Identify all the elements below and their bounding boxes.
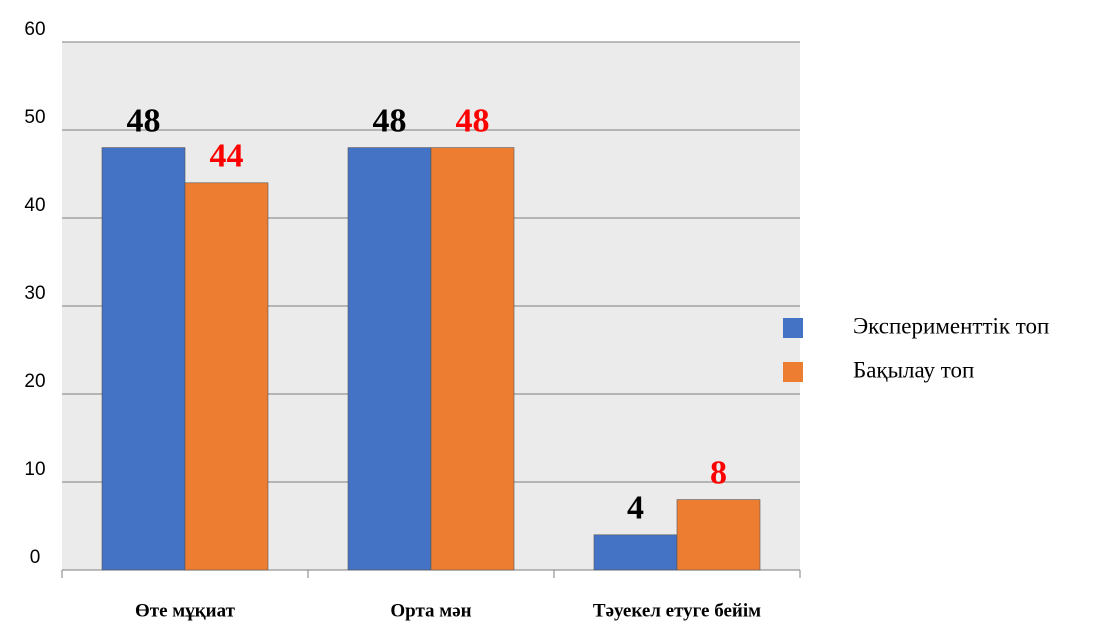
y-tick-label: 20 bbox=[24, 371, 45, 392]
bar bbox=[347, 147, 432, 571]
legend-label: Бақылау топ bbox=[853, 357, 974, 382]
data-label: 44 bbox=[210, 138, 244, 175]
y-tick-label: 30 bbox=[24, 283, 45, 304]
x-tick-label: Тәуекел етуге бейім bbox=[593, 600, 761, 621]
bar bbox=[676, 499, 761, 571]
legend-swatch bbox=[783, 362, 803, 382]
legend-label: Эксперименттік топ bbox=[853, 313, 1049, 338]
bar bbox=[593, 534, 678, 571]
y-tick-label: 50 bbox=[24, 107, 45, 128]
y-tick-label: 10 bbox=[24, 459, 45, 480]
y-tick-label: 60 bbox=[24, 19, 45, 40]
y-tick-label: 40 bbox=[24, 195, 45, 216]
data-label: 4 bbox=[627, 490, 644, 527]
data-label: 8 bbox=[710, 454, 727, 491]
x-tick-label: Орта мән bbox=[390, 600, 471, 621]
bar bbox=[101, 147, 186, 571]
x-tick-label: Өте мұқиат bbox=[135, 600, 236, 621]
data-label: 48 bbox=[456, 102, 490, 139]
data-label: 48 bbox=[373, 102, 407, 139]
legend-swatch bbox=[783, 318, 803, 338]
bar bbox=[184, 182, 269, 571]
bar bbox=[430, 147, 515, 571]
data-label: 48 bbox=[127, 102, 161, 139]
y-tick-label: 0 bbox=[30, 547, 41, 568]
